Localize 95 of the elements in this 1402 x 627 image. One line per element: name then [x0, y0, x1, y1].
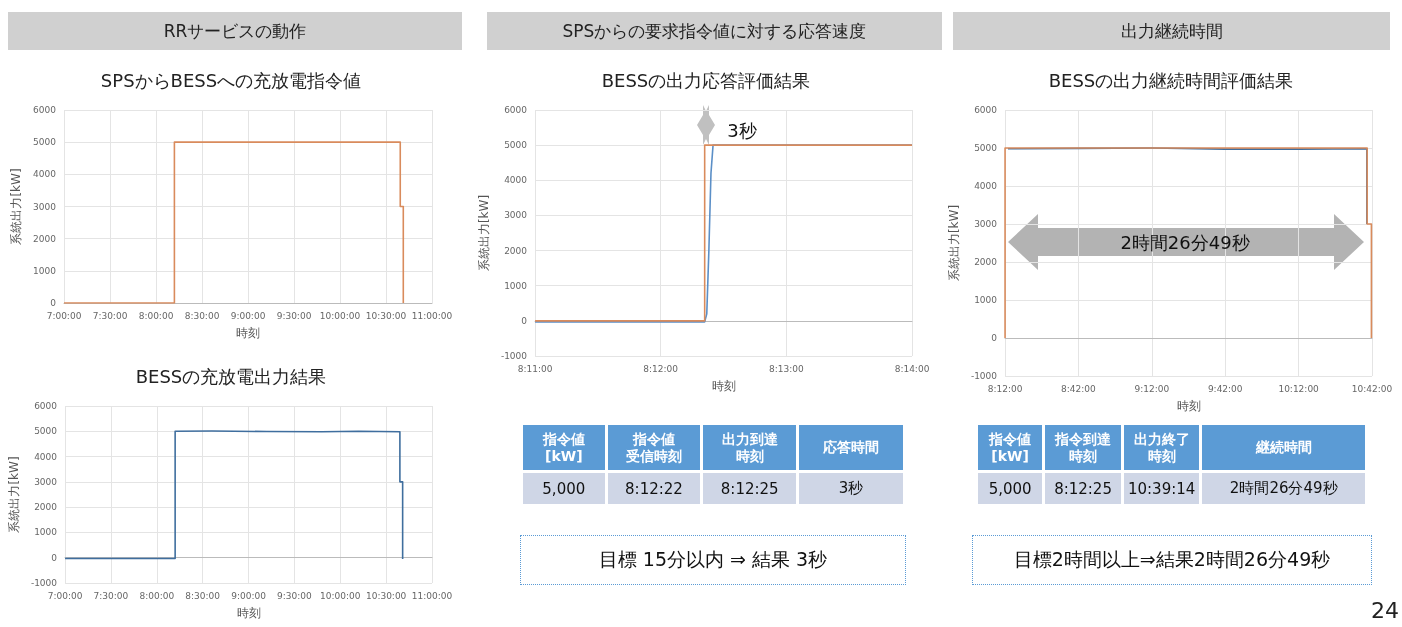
x-axis-title: 時刻: [711, 379, 736, 393]
y-tick-label: 6000: [504, 105, 528, 115]
category-label: 出力到達時刻: [703, 425, 797, 471]
y-axis-title: 系統出力[kW]: [9, 168, 24, 245]
text: 出力継続時間: [953, 12, 1390, 50]
x-tick-label: 8:11:00: [517, 363, 553, 374]
x-tick-label: 8:12:00: [643, 363, 679, 374]
y-tick-label: 1000: [504, 280, 528, 291]
y-tick-label: 3000: [34, 476, 58, 487]
x-tick-label: 8:00:00: [139, 590, 175, 601]
y-tick-label: 5000: [33, 137, 57, 148]
y-tick-label: 1000: [974, 295, 998, 305]
y-tick-label: 3000: [504, 210, 528, 221]
text: 2時間26分49秒: [1202, 473, 1365, 504]
x-tick-label: 7:00:00: [47, 590, 83, 601]
y-tick-label: -1000: [500, 351, 528, 361]
text: 10:39:14: [1123, 473, 1200, 504]
text: 8:12:25: [1045, 473, 1121, 504]
x-tick-label: 7:00:00: [46, 310, 82, 321]
x-tick-label: 8:00:00: [138, 310, 174, 321]
y-tick-label: 4000: [33, 169, 57, 180]
x-tick-label: 10:30:00: [365, 310, 407, 321]
y-tick-label: 4000: [504, 175, 528, 186]
y-tick-label: 5000: [974, 143, 998, 153]
y-tick-label: 4000: [974, 181, 998, 191]
y-tick-label: 3000: [974, 219, 998, 229]
chart-title: BESSの出力応答評価結果: [601, 69, 811, 91]
y-tick-label: 6000: [33, 105, 57, 115]
x-tick-label: 10:30:00: [365, 590, 407, 601]
x-tick-label: 11:00:00: [411, 310, 453, 321]
y-tick-label: 2000: [504, 245, 528, 256]
chart-title: BESSの出力継続時間評価結果: [1048, 69, 1294, 91]
x-axis-title: 時刻: [236, 606, 261, 620]
category-label: 指令値受信時刻: [607, 425, 701, 471]
x-tick-label: 10:00:00: [319, 310, 361, 321]
y-tick-label: 0: [991, 333, 998, 343]
x-tick-label: 9:00:00: [230, 310, 266, 321]
y-tick-label: 6000: [974, 105, 998, 115]
chart-title: BESSの充放電出力結果: [135, 365, 327, 387]
y-tick-label: 1000: [34, 527, 58, 538]
text: 3秒: [799, 473, 903, 504]
x-tick-label: 11:00:00: [411, 590, 453, 601]
chart-title: SPSからBESSへの充放電指令値: [100, 69, 362, 91]
y-tick-label: 2000: [974, 257, 998, 267]
text: 目標2時間以上⇒結果2時間26分49秒: [972, 535, 1372, 585]
x-tick-label: 8:14:00: [894, 363, 930, 374]
y-tick-label: 0: [50, 298, 57, 308]
category-label: 出力終了時刻: [1123, 425, 1200, 471]
x-tick-label: 10:00:00: [320, 590, 361, 601]
category-label: 応答時間: [799, 425, 903, 471]
y-tick-label: 3000: [33, 201, 57, 212]
y-tick-label: 2000: [34, 502, 58, 513]
text: 8:12:22: [607, 473, 701, 504]
text: 8:12:25: [703, 473, 797, 504]
x-tick-label: 7:30:00: [92, 310, 128, 321]
y-tick-label: 5000: [504, 140, 528, 151]
y-tick-label: 5000: [34, 426, 58, 437]
category-label: 指令値 [kW]: [978, 425, 1043, 471]
x-axis-title: 時刻: [1176, 399, 1201, 413]
y-tick-label: 4000: [34, 451, 58, 462]
y-axis-title: 系統出力[kW]: [947, 204, 961, 282]
y-tick-label: -1000: [970, 371, 998, 381]
y-axis-title: 系統出力[kW]: [477, 194, 491, 272]
x-tick-label: 8:42:00: [1061, 383, 1097, 394]
x-tick-label: 9:42:00: [1207, 383, 1243, 394]
x-tick-label: 9:00:00: [231, 590, 267, 601]
x-tick-label: 10:42:00: [1351, 383, 1393, 394]
y-tick-label: 2000: [33, 233, 57, 244]
y-axis-title: 系統出力[kW]: [7, 456, 21, 533]
category-label: 継続時間: [1202, 425, 1365, 471]
text: RRサービスの動作: [8, 12, 462, 50]
x-tick-label: 8:12:00: [987, 383, 1023, 394]
text: SPSからの要求指令値に対する応答速度: [487, 12, 942, 50]
x-tick-label: 7:30:00: [93, 590, 129, 601]
y-tick-label: 0: [51, 552, 58, 563]
category-label: 指令到達時刻: [1045, 425, 1121, 471]
x-tick-label: 8:30:00: [185, 590, 221, 601]
text: 5,000: [523, 473, 605, 504]
y-tick-label: 1000: [33, 265, 57, 276]
annotation: 2時間26分49秒: [1120, 231, 1250, 253]
x-tick-label: 8:13:00: [769, 363, 804, 374]
x-axis-title: 時刻: [236, 326, 260, 340]
text: 5,000: [978, 473, 1043, 504]
x-tick-label: 10:12:00: [1278, 383, 1320, 394]
x-tick-label: 8:30:00: [184, 310, 220, 321]
x-tick-label: 9:30:00: [277, 590, 313, 601]
annotation: 3秒: [727, 119, 757, 141]
x-tick-label: 9:12:00: [1134, 383, 1170, 394]
text: 目標 15分以内 ⇒ 結果 3秒: [520, 535, 906, 585]
text: 24: [1371, 598, 1399, 623]
x-tick-label: 9:30:00: [276, 310, 312, 321]
y-tick-label: 0: [521, 315, 528, 326]
y-tick-label: -1000: [30, 578, 58, 588]
category-label: 指令値 [kW]: [523, 425, 605, 471]
y-tick-label: 6000: [34, 401, 58, 411]
